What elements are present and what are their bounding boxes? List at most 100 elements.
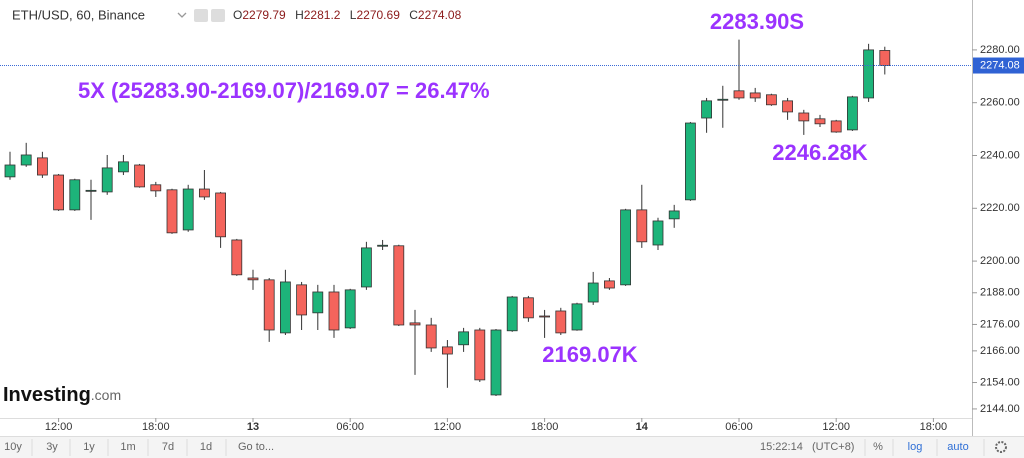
- x-tick-label: 06:00: [336, 421, 364, 433]
- candle-body: [344, 289, 356, 329]
- candle-body: [685, 122, 696, 201]
- candle-body: [847, 96, 858, 131]
- settings-icon[interactable]: [211, 9, 225, 22]
- candle-body: [571, 303, 583, 331]
- candle-body: [377, 244, 389, 247]
- y-tick-label: 2200.00: [980, 255, 1020, 267]
- range-button[interactable]: 1d: [200, 441, 212, 453]
- eye-icon[interactable]: [194, 9, 208, 22]
- candle-body: [263, 279, 275, 331]
- candle-body: [555, 310, 567, 334]
- ohlc-value: 2270.69: [356, 8, 400, 22]
- candle-body: [652, 220, 664, 246]
- candle-body: [604, 280, 615, 289]
- range-button[interactable]: 10y: [4, 441, 22, 453]
- candle-body: [733, 90, 745, 99]
- y-tick-label: 2176.00: [980, 318, 1020, 330]
- y-tick-label: 2144.00: [980, 403, 1020, 415]
- candle-body: [360, 247, 372, 288]
- ohlc-label: L: [350, 8, 357, 22]
- ohlc-value: 2274.08: [418, 8, 462, 22]
- x-tick-label: 13: [247, 421, 259, 433]
- annotation: 5X (25283.90-2169.07)/2169.07 = 26.47%: [78, 78, 490, 103]
- x-tick-label: 18:00: [920, 421, 948, 433]
- candle-body: [717, 98, 729, 101]
- candle-body: [279, 281, 291, 334]
- dropdown-icon[interactable]: [177, 12, 187, 18]
- percent-button[interactable]: %: [873, 441, 883, 453]
- x-tick-label: 06:00: [725, 421, 753, 433]
- candle-body: [409, 322, 421, 326]
- candle-body: [425, 324, 437, 349]
- range-button[interactable]: 1y: [83, 441, 95, 453]
- candle-body: [150, 184, 162, 192]
- candle-body: [85, 189, 97, 192]
- ohlc-value: 2281.2: [304, 8, 341, 22]
- annotation: 2246.28K: [772, 140, 868, 165]
- y-tick-label: 2166.00: [980, 345, 1020, 357]
- candle-body: [328, 291, 340, 331]
- candle-body: [587, 282, 599, 303]
- auto-button[interactable]: auto: [947, 441, 968, 453]
- candle-body: [749, 92, 761, 99]
- candle-body: [118, 161, 129, 173]
- settings-gear[interactable]: [995, 441, 1007, 453]
- candle-body: [863, 49, 874, 99]
- candle-body: [166, 189, 178, 234]
- x-tick-label: 12:00: [45, 421, 73, 433]
- x-tick-label: 12:00: [434, 421, 462, 433]
- symbol: ETH/USD, 60, Binance: [12, 7, 145, 22]
- y-tick-label: 2188.00: [980, 287, 1020, 299]
- y-tick-label: 2280.00: [980, 44, 1020, 56]
- candle-body: [231, 239, 243, 276]
- x-tick-label: 18:00: [142, 421, 170, 433]
- candle-body: [523, 297, 534, 319]
- annotation: 2283.90S: [710, 9, 804, 34]
- candle-body: [766, 94, 777, 106]
- candle-body: [69, 179, 81, 211]
- ohlc-label: C: [409, 8, 418, 22]
- timezone[interactable]: (UTC+8): [812, 441, 854, 453]
- x-tick-label: 14: [636, 421, 649, 433]
- last-price-box: [973, 57, 1024, 74]
- range-button[interactable]: 3y: [46, 441, 58, 453]
- candle-body: [701, 100, 712, 119]
- y-tick-label: 2300.00: [980, 0, 1020, 3]
- candle-body: [490, 329, 502, 396]
- toolbar-separators: [31, 439, 985, 456]
- ohlc-header: O2279.79 H2281.2 L2270.69 C2274.08: [233, 8, 462, 22]
- candle-body: [101, 167, 113, 193]
- x-tick-label: 12:00: [822, 421, 850, 433]
- candle-body: [474, 329, 486, 381]
- candle-body: [198, 188, 210, 198]
- y-tick-label: 2240.00: [980, 149, 1020, 161]
- range-button[interactable]: 7d: [162, 441, 174, 453]
- candle-body: [814, 118, 826, 125]
- candle-body: [441, 346, 453, 355]
- candle-body: [620, 209, 631, 286]
- y-tick-label: 2260.00: [980, 97, 1020, 109]
- goto-button[interactable]: Go to...: [238, 441, 274, 453]
- ohlc-label: H: [295, 8, 304, 22]
- log-button[interactable]: log: [908, 441, 923, 453]
- candle-body: [830, 120, 842, 133]
- candle-body: [182, 188, 194, 231]
- candle-body: [798, 112, 810, 122]
- x-tick-label: 18:00: [531, 421, 559, 433]
- y-tick-label: 2220.00: [980, 202, 1020, 214]
- candle-body: [247, 277, 259, 281]
- candle-body: [393, 245, 405, 326]
- plot: 2300.00 2280.00 2260.00 2240.00 2220.00 2200.…: [0, 0, 1020, 433]
- candle-body: [215, 192, 227, 238]
- toolbar: [0, 436, 1024, 458]
- candle-body: [37, 157, 48, 176]
- candle-body: [134, 164, 146, 188]
- candle-body: [879, 50, 891, 66]
- clock: 15:22:14: [760, 441, 803, 453]
- candle-body: [296, 284, 308, 316]
- candle-body: [53, 174, 64, 211]
- candle-body: [20, 154, 32, 166]
- range-button[interactable]: 1m: [120, 441, 135, 453]
- candle-body: [506, 296, 518, 332]
